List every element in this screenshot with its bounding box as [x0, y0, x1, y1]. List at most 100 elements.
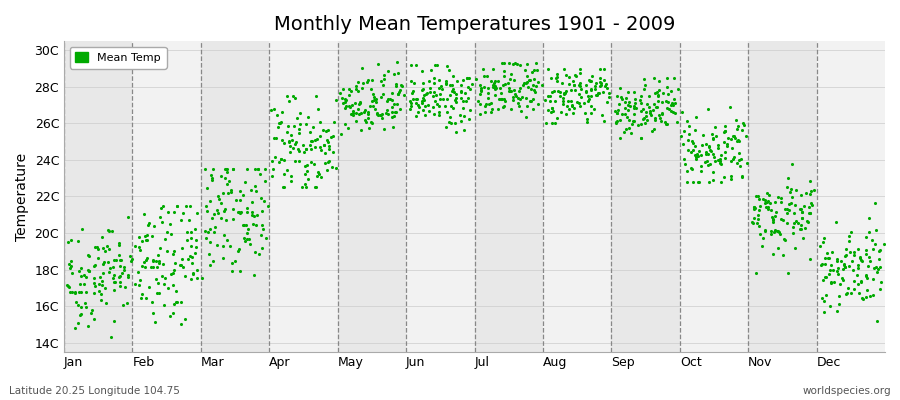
Point	[560, 103, 574, 110]
Point	[62, 289, 77, 295]
Point	[313, 144, 328, 151]
Point	[77, 300, 92, 307]
Point	[588, 86, 602, 92]
Point	[422, 78, 436, 84]
Point	[387, 101, 401, 108]
Point	[392, 70, 406, 76]
Point	[503, 76, 517, 83]
Point	[351, 106, 365, 112]
Point	[676, 140, 690, 147]
Point	[830, 258, 844, 264]
Point	[364, 118, 378, 125]
Point	[345, 111, 359, 117]
Point	[525, 69, 539, 75]
Point	[615, 110, 629, 117]
Point	[184, 235, 198, 242]
Point	[272, 158, 286, 165]
Point	[166, 250, 181, 257]
Point	[139, 237, 153, 243]
Point	[547, 88, 562, 94]
Point	[622, 117, 636, 123]
Point	[188, 244, 202, 250]
Point	[803, 178, 817, 185]
Point	[86, 290, 101, 296]
Point	[795, 215, 809, 222]
Point	[201, 229, 215, 236]
Point	[501, 80, 516, 86]
Point	[71, 238, 86, 244]
Point	[359, 78, 374, 85]
Point	[723, 104, 737, 111]
Point	[769, 212, 783, 219]
Point	[454, 88, 468, 94]
Point	[854, 257, 868, 263]
Point	[819, 292, 833, 298]
Point	[461, 95, 475, 101]
Point	[101, 258, 115, 265]
Point	[446, 73, 460, 79]
Point	[135, 238, 149, 244]
Point	[490, 85, 504, 92]
Point	[72, 288, 86, 295]
Point	[578, 110, 592, 116]
Point	[147, 222, 161, 229]
Point	[245, 199, 259, 206]
Point	[843, 290, 858, 296]
Point	[593, 74, 608, 81]
Point	[146, 264, 160, 270]
Point	[139, 256, 153, 263]
Point	[765, 219, 779, 225]
Point	[72, 311, 86, 318]
Point	[112, 274, 127, 281]
Point	[682, 131, 697, 137]
Point	[371, 61, 385, 68]
Point	[692, 148, 706, 154]
Point	[634, 108, 648, 115]
Point	[274, 156, 288, 162]
Point	[82, 268, 96, 274]
Point	[613, 84, 627, 91]
Point	[374, 78, 388, 84]
Point	[202, 262, 217, 268]
Point	[763, 200, 778, 206]
Point	[494, 96, 508, 102]
Point	[777, 236, 791, 243]
Point	[706, 150, 721, 157]
Point	[301, 114, 315, 120]
Point	[508, 93, 523, 100]
Point	[220, 169, 235, 175]
Point	[138, 264, 152, 270]
Point	[573, 103, 588, 110]
Point	[666, 102, 680, 108]
Point	[166, 310, 180, 316]
Point	[420, 102, 435, 108]
Point	[503, 88, 517, 94]
Point	[178, 316, 193, 322]
Point	[550, 115, 564, 121]
Point	[319, 128, 333, 134]
Point	[866, 276, 880, 282]
Point	[852, 254, 867, 260]
Point	[179, 202, 194, 209]
Point	[454, 118, 468, 124]
Point	[122, 252, 137, 259]
Point	[266, 134, 281, 141]
Point	[582, 78, 597, 85]
Point	[619, 94, 634, 101]
Point	[668, 100, 682, 106]
Point	[480, 101, 494, 107]
Point	[344, 111, 358, 117]
Point	[645, 106, 660, 113]
Point	[715, 179, 729, 185]
Point	[803, 256, 817, 262]
Point	[202, 238, 217, 245]
Point	[105, 274, 120, 281]
Point	[459, 98, 473, 104]
Point	[764, 231, 778, 238]
Point	[714, 161, 728, 167]
Point	[169, 299, 184, 305]
Point	[774, 195, 788, 202]
Point	[280, 128, 294, 135]
Point	[508, 91, 523, 97]
Point	[635, 116, 650, 123]
